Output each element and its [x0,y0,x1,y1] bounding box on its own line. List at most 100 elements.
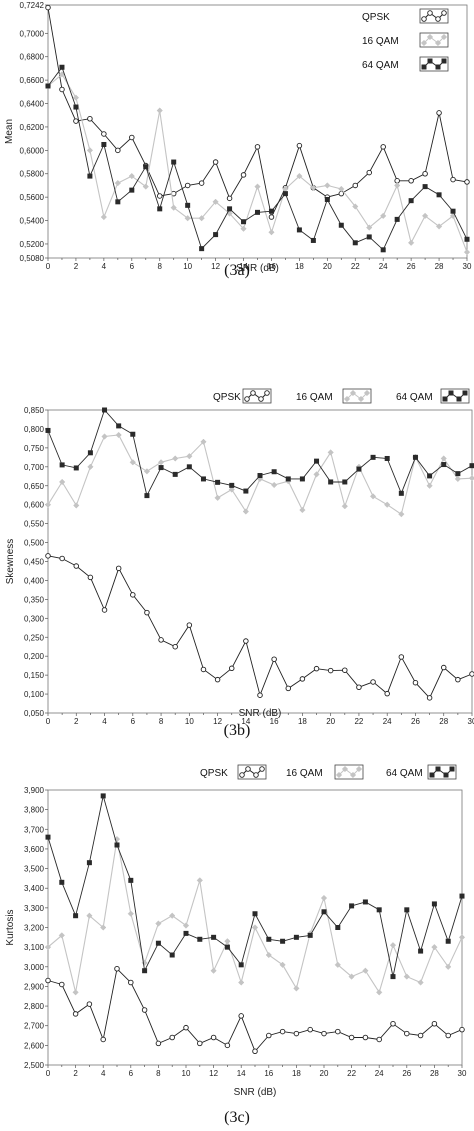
data-point-qpsk [172,643,178,650]
x-tick-label: 16 [270,717,279,726]
chart-panel-2: 0,050 0,100 0,150 0,200 0,250 0,300 0,350 0,400… [5,388,474,739]
x-axis-label: SNR (dB) [239,708,282,719]
x-tick-label: 28 [430,1069,439,1078]
data-point-64-qam [115,199,121,205]
data-point-16-qam [366,224,373,231]
x-tick-label: 18 [295,262,304,271]
y-tick-label: 0,5400 [20,217,45,226]
data-point-16-qam [44,501,52,508]
data-point-16-qam [240,225,247,232]
data-point-16-qam [100,924,107,931]
data-point-qpsk [73,118,79,124]
legend-icon-16-qam-marker [341,765,349,773]
figure-caption: (3a) [224,262,250,279]
data-point-64-qam [169,952,175,958]
data-point-qpsk [73,563,80,569]
legend-icon-qpsk-marker [244,396,250,402]
legend-icon-qpsk-marker [441,10,447,16]
data-point-16-qam [186,453,193,460]
data-point-16-qam [421,212,429,220]
data-point-qpsk [348,1034,355,1041]
data-point-64-qam [45,83,51,89]
y-tick-label: 0,850 [24,406,45,415]
legend-icon-qpsk-marker [421,16,427,22]
y-tick-label: 0,350 [24,595,45,604]
data-point-64-qam [299,476,305,482]
data-point-64-qam [227,206,233,212]
legend-icon-16-qam-marker [349,389,357,397]
data-point-16-qam [114,179,121,187]
data-point-16-qam [463,248,471,256]
data-point-qpsk [226,195,233,202]
data-point-64-qam [310,237,316,243]
data-point-qpsk [384,690,390,697]
data-point-16-qam [58,478,66,486]
data-point-qpsk [210,1034,217,1041]
data-point-16-qam [265,951,272,959]
x-tick-label: 30 [463,262,472,271]
series-64-qam [45,64,470,253]
data-point-qpsk [455,676,461,683]
y-tick-label: 0,050 [24,709,45,718]
data-point-qpsk [45,553,51,559]
data-point-64-qam [252,911,258,917]
data-point-64-qam [255,209,260,215]
data-point-64-qam [376,907,382,913]
data-point-qpsk [321,1030,327,1037]
data-point-64-qam [338,222,344,228]
data-point-16-qam [435,223,443,230]
legend-icon-64-qam-line [444,392,466,400]
data-point-64-qam [268,208,274,214]
data-point-qpsk [376,1036,382,1043]
x-tick-label: 18 [298,717,307,726]
data-point-16-qam [313,471,320,478]
data-point-64-qam [144,493,150,499]
legend-icon-16-qam-marker [434,39,442,47]
y-tick-label: 3,800 [24,806,45,815]
data-point-16-qam [268,229,275,236]
legend-icon-16-qam-line [423,36,445,44]
data-point-64-qam [285,476,291,482]
x-tick-label: 2 [74,717,79,726]
legend: QPSK 16 QAM 64 QAM [213,388,470,404]
legend-icon-16-qam-marker [349,771,357,779]
data-point-16-qam [156,107,163,114]
legend-icon-16-qam-line [346,392,368,400]
data-point-64-qam [293,934,299,940]
data-point-qpsk [87,574,94,581]
x-tick-label: 30 [468,717,474,726]
x-tick-label: 28 [439,717,448,726]
data-point-qpsk [155,1040,162,1047]
data-point-64-qam [412,454,418,460]
series-64-qam [45,407,474,499]
data-point-qpsk [257,692,263,698]
legend-icon-64-qam-marker [456,396,462,402]
y-tick-label: 0,450 [24,558,45,567]
data-point-qpsk [335,1028,341,1035]
data-point-16-qam [86,147,94,154]
data-point-16-qam [254,183,261,190]
x-tick-label: 2 [73,1069,78,1078]
legend-icon-16-qam-marker [440,33,448,41]
data-point-16-qam [440,455,447,462]
data-point-qpsk [342,667,348,673]
data-point-64-qam [215,479,221,485]
legend-label-64-qam: 64 QAM [396,392,433,403]
data-point-16-qam [238,979,245,986]
y-tick-label: 0,5600 [20,193,45,202]
x-tick-label: 4 [102,262,107,271]
y-tick-label: 0,800 [24,425,45,434]
legend-icon-16-qam-marker [335,771,343,779]
data-point-16-qam [72,989,79,996]
data-point-qpsk [212,159,219,165]
data-point-64-qam [157,206,163,212]
data-point-qpsk [404,1030,410,1037]
y-tick-label: 0,750 [24,444,45,453]
data-point-qpsk [59,981,65,988]
x-tick-label: 20 [320,1069,329,1078]
data-point-64-qam [101,141,107,147]
y-axis-label: Mean [4,119,15,144]
legend-icon-qpsk-marker [250,390,256,396]
y-tick-label: 3,600 [24,845,45,854]
data-point-64-qam [280,938,286,944]
